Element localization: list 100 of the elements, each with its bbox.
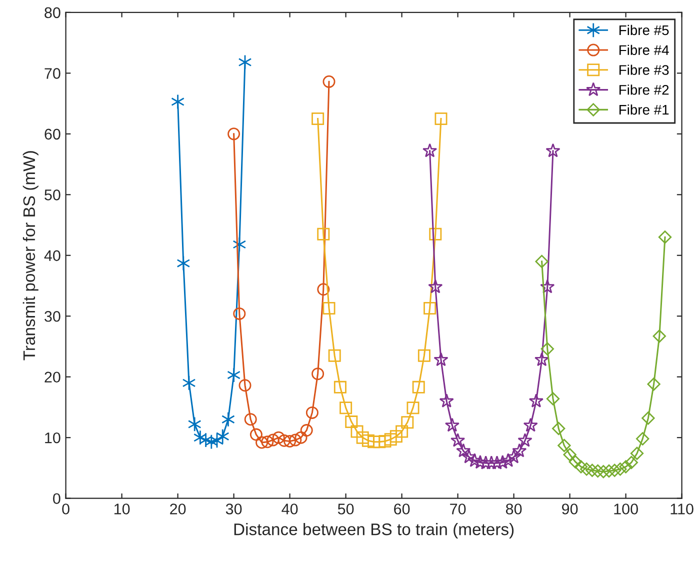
point bbox=[266, 434, 280, 446]
point bbox=[384, 433, 397, 446]
x-tick-label: 30 bbox=[226, 504, 242, 514]
y-axis-title: Transmit power for BS (mW) bbox=[22, 151, 38, 360]
point bbox=[500, 453, 516, 467]
point bbox=[244, 413, 257, 426]
point bbox=[428, 279, 443, 294]
point bbox=[658, 230, 672, 244]
point bbox=[563, 448, 576, 462]
point bbox=[362, 434, 374, 447]
point bbox=[250, 428, 262, 441]
point bbox=[193, 430, 207, 446]
point bbox=[462, 449, 476, 464]
point bbox=[490, 455, 504, 470]
point bbox=[278, 434, 290, 447]
x-tick-label: 100 bbox=[614, 504, 638, 514]
y-tick-label: 70 bbox=[44, 68, 60, 79]
point bbox=[378, 434, 392, 448]
y-tick-label: 50 bbox=[44, 190, 60, 200]
legend-label: Fibre #1 bbox=[619, 104, 669, 115]
point bbox=[535, 254, 548, 268]
point bbox=[210, 432, 224, 448]
point bbox=[182, 375, 196, 391]
point bbox=[624, 456, 638, 470]
point bbox=[429, 228, 442, 240]
point bbox=[334, 380, 346, 394]
point bbox=[528, 394, 544, 408]
y-tick-label: 40 bbox=[44, 250, 60, 262]
point bbox=[434, 112, 448, 125]
point bbox=[586, 464, 599, 477]
x-tick-label: 60 bbox=[394, 504, 410, 514]
point bbox=[484, 455, 499, 470]
point bbox=[261, 436, 274, 448]
point bbox=[652, 330, 666, 343]
point bbox=[523, 418, 538, 432]
point bbox=[216, 428, 230, 444]
point bbox=[317, 228, 330, 240]
point bbox=[506, 449, 522, 464]
y-tick-label: 80 bbox=[44, 7, 60, 18]
y-tick-label: 10 bbox=[45, 432, 60, 444]
point bbox=[434, 352, 448, 366]
point bbox=[199, 432, 213, 448]
point bbox=[345, 416, 358, 428]
point bbox=[450, 432, 466, 447]
point bbox=[540, 279, 555, 294]
point bbox=[552, 422, 566, 436]
point bbox=[232, 236, 246, 252]
point bbox=[647, 378, 660, 391]
point bbox=[602, 464, 616, 478]
x-tick-label: 0 bbox=[62, 504, 70, 514]
point bbox=[390, 430, 402, 443]
point bbox=[396, 425, 408, 438]
point bbox=[540, 342, 554, 356]
x-axis-title: Distance between BS to train (meters) bbox=[234, 522, 514, 539]
point bbox=[284, 434, 296, 448]
point bbox=[591, 464, 604, 478]
point bbox=[608, 464, 622, 477]
point bbox=[619, 460, 632, 474]
y-tick-label: 60 bbox=[44, 128, 60, 140]
x-tick-label: 90 bbox=[562, 504, 578, 514]
point bbox=[228, 128, 240, 140]
point bbox=[340, 402, 352, 414]
point bbox=[294, 431, 308, 444]
x-tick-label: 70 bbox=[450, 504, 466, 514]
legend-label: Fibre #2 bbox=[619, 84, 669, 95]
point bbox=[204, 434, 218, 450]
point bbox=[534, 352, 550, 366]
point bbox=[256, 436, 268, 449]
point bbox=[350, 425, 364, 438]
point bbox=[422, 143, 438, 158]
point bbox=[412, 380, 425, 394]
point bbox=[188, 416, 202, 432]
point bbox=[322, 302, 336, 314]
point bbox=[558, 438, 571, 452]
legend-label: Fibre #3 bbox=[619, 64, 669, 75]
point bbox=[472, 454, 488, 469]
point bbox=[306, 406, 318, 419]
point bbox=[439, 394, 454, 408]
point bbox=[574, 460, 588, 474]
point bbox=[238, 54, 252, 70]
y-tick-label: 30 bbox=[44, 310, 60, 322]
point bbox=[233, 307, 246, 320]
x-tick-label: 40 bbox=[282, 504, 298, 514]
legend-label: Fibre #5 bbox=[619, 24, 669, 36]
point bbox=[424, 302, 436, 314]
point bbox=[300, 424, 313, 437]
y-tick-label: 20 bbox=[44, 372, 60, 383]
point bbox=[614, 462, 627, 476]
point bbox=[176, 256, 190, 271]
point bbox=[512, 443, 527, 458]
point bbox=[546, 143, 560, 158]
x-tick-label: 80 bbox=[506, 504, 522, 514]
point bbox=[221, 412, 235, 428]
point bbox=[518, 432, 532, 447]
x-tick-label: 50 bbox=[338, 504, 354, 514]
point bbox=[636, 432, 650, 446]
legend-label: Fibre #4 bbox=[619, 44, 669, 56]
point bbox=[406, 402, 420, 414]
point bbox=[478, 455, 494, 470]
point bbox=[328, 349, 341, 362]
